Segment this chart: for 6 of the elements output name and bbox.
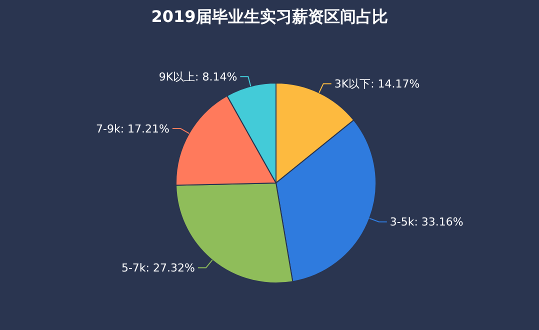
slice-label: 7-9k: 17.21% (96, 122, 170, 136)
slice-label: 3K以下: 14.17% (334, 78, 420, 91)
chart-title: 2019届毕业生实习薪资区间占比 (151, 7, 388, 26)
slice-label: 5-7k: 27.32% (121, 262, 195, 275)
slice-label: 3-5k: 33.16% (390, 216, 464, 229)
slice-label: 9K以上: 8.14% (158, 70, 238, 84)
